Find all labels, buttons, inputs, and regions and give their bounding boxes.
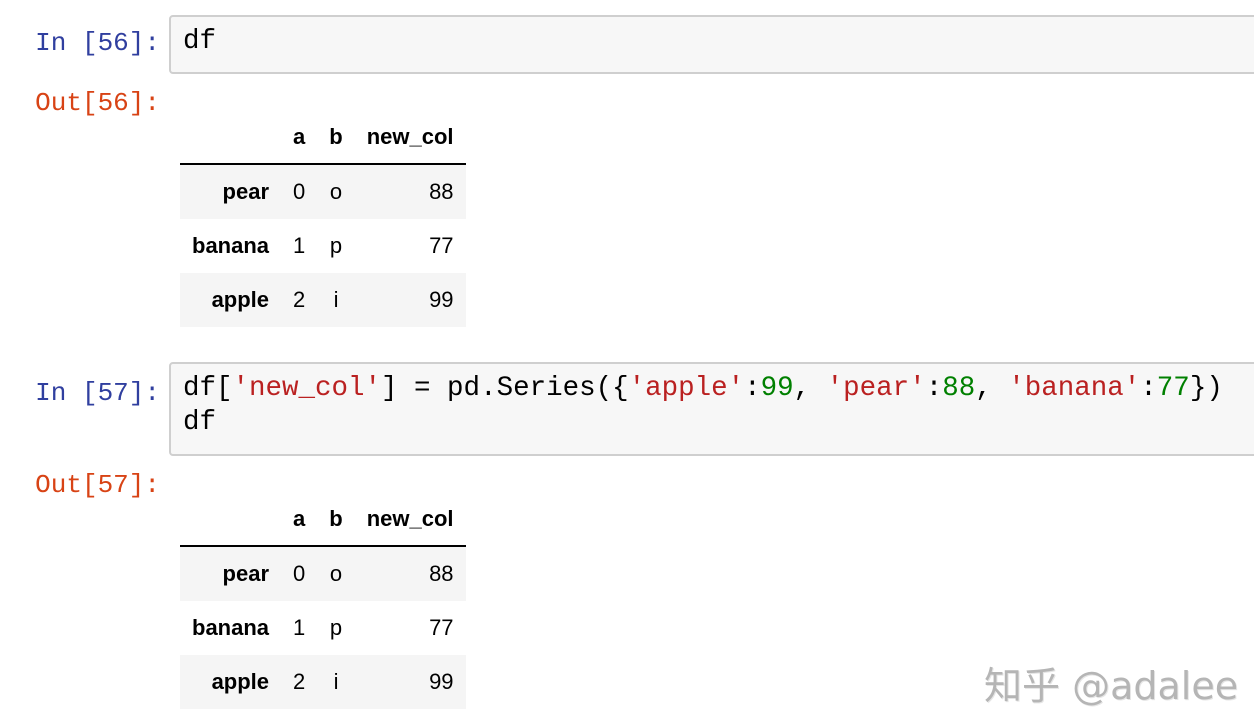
row-index: pear xyxy=(222,561,270,586)
table-row: banana 1 p 77 xyxy=(180,219,466,273)
cell-new-col: 99 xyxy=(429,669,454,694)
index-header xyxy=(180,111,282,165)
code-number: 88 xyxy=(942,373,976,404)
row-index: apple xyxy=(211,669,270,694)
output-prompt: Out[56]: xyxy=(35,88,160,118)
code-token: , xyxy=(793,373,827,404)
cell-a: 0 xyxy=(293,561,306,586)
table-row: apple 2 i 99 xyxy=(180,273,466,327)
code-string: 'new_col' xyxy=(232,373,382,404)
code-input[interactable]: df xyxy=(169,15,1254,74)
column-header: new_col xyxy=(354,111,466,165)
cell-new-col: 77 xyxy=(429,615,454,640)
cell-b: i xyxy=(333,287,339,312)
column-header: new_col xyxy=(354,493,466,547)
cell-a: 2 xyxy=(293,669,306,694)
cell-b: p xyxy=(329,233,343,258)
column-header: a xyxy=(281,111,318,165)
cell-new-col: 88 xyxy=(429,179,454,204)
cell-a: 1 xyxy=(293,233,306,258)
code-line: df xyxy=(183,407,217,438)
output-prompt: Out[57]: xyxy=(35,470,160,500)
header-row: a b new_col xyxy=(180,111,466,165)
index-header xyxy=(180,493,282,547)
code-token: , xyxy=(975,373,1009,404)
input-prompt: In [56]: xyxy=(35,28,160,58)
code-string: 'banana' xyxy=(1008,373,1141,404)
code-line: df xyxy=(183,26,217,57)
cell-new-col: 77 xyxy=(429,233,454,258)
cell-new-col: 99 xyxy=(429,287,454,312)
code-token: : xyxy=(744,373,761,404)
code-token: : xyxy=(925,373,943,404)
code-number: 99 xyxy=(760,373,794,404)
row-index: banana xyxy=(192,615,270,640)
row-index: apple xyxy=(211,287,270,312)
cell-a: 1 xyxy=(293,615,306,640)
cell-b: o xyxy=(329,561,343,586)
cell-a: 2 xyxy=(293,287,306,312)
code-number: 77 xyxy=(1156,373,1190,404)
column-header: a xyxy=(281,493,318,547)
cell-b: i xyxy=(333,669,339,694)
table-row: apple 2 i 99 xyxy=(180,655,466,709)
code-input[interactable]: df['new_col'] = pd.Series({'apple':99, '… xyxy=(169,362,1254,456)
code-string: 'pear' xyxy=(826,373,926,404)
table-row: pear 0 o 88 xyxy=(180,546,466,601)
code-token: }) xyxy=(1189,373,1223,404)
table-row: banana 1 p 77 xyxy=(180,601,466,655)
table-row: pear 0 o 88 xyxy=(180,164,466,219)
dataframe-table: a b new_col pear 0 o 88 banana 1 p 77 apple 2 i 9… xyxy=(180,111,466,327)
code-string: 'apple' xyxy=(628,373,745,404)
watermark: 知乎 @adalee xyxy=(984,664,1239,708)
code-token: ] = pd.Series({ xyxy=(381,373,629,404)
column-header: b xyxy=(317,111,355,165)
input-prompt: In [57]: xyxy=(35,378,160,408)
dataframe-table: a b new_col pear 0 o 88 banana 1 p 77 apple 2 i 9… xyxy=(180,493,466,709)
row-index: pear xyxy=(222,179,270,204)
cell-b: o xyxy=(329,179,343,204)
code-token: df[ xyxy=(183,373,233,404)
cell-a: 0 xyxy=(293,179,306,204)
cell-b: p xyxy=(329,615,343,640)
header-row: a b new_col xyxy=(180,493,466,547)
code-token: : xyxy=(1140,373,1157,404)
row-index: banana xyxy=(192,233,270,258)
column-header: b xyxy=(317,493,355,547)
cell-new-col: 88 xyxy=(429,561,454,586)
